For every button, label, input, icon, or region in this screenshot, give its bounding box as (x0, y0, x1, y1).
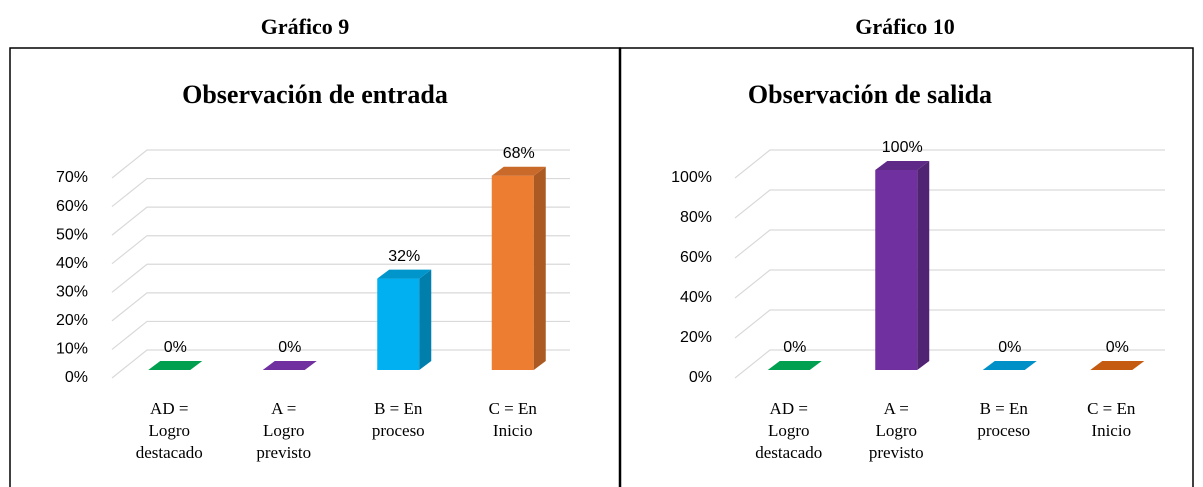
bar (377, 278, 420, 370)
data-label: 0% (164, 339, 187, 356)
grid-line (734, 149, 1165, 179)
bar-top (377, 269, 432, 279)
bar-top (148, 361, 203, 370)
grid-line (734, 309, 1165, 339)
bar (491, 175, 534, 370)
y-tick-label: 60% (680, 249, 712, 266)
y-tick-label: 100% (671, 169, 712, 186)
x-tick-label: AD = (770, 399, 808, 418)
y-tick-label: 0% (689, 369, 712, 386)
data-label: 0% (1106, 339, 1129, 356)
x-tick-label: C = En (1087, 399, 1136, 418)
bar-side (419, 269, 432, 370)
grid-line (111, 206, 570, 236)
bar-top (491, 166, 546, 176)
data-label: 0% (998, 339, 1021, 356)
y-tick-label: 10% (56, 341, 88, 358)
grid-line (734, 269, 1165, 299)
grid-line (111, 149, 570, 179)
bar (875, 170, 918, 370)
data-label: 32% (388, 248, 420, 265)
x-tick-label: Inicio (1091, 421, 1131, 440)
grid-line (111, 263, 570, 293)
y-tick-label: 0% (65, 369, 88, 386)
y-tick-label: 80% (680, 209, 712, 226)
x-tick-label: Logro (263, 421, 305, 440)
data-label: 100% (882, 139, 923, 156)
x-tick-label: destacado (136, 443, 203, 462)
x-tick-label: Inicio (493, 421, 533, 440)
x-tick-label: C = En (489, 399, 538, 418)
x-tick-label: Logro (768, 421, 810, 440)
bar-side (917, 161, 930, 370)
bar-top (1090, 361, 1145, 370)
grid-line (111, 177, 570, 208)
bar-top (262, 361, 317, 370)
chart-title: Observación de salida (748, 80, 992, 109)
y-tick-label: 40% (680, 289, 712, 306)
data-label: 68% (503, 145, 535, 162)
data-label: 0% (783, 339, 806, 356)
heading: Gráfico 10 (855, 14, 955, 39)
y-tick-label: 50% (56, 226, 88, 243)
x-tick-label: B = En (374, 399, 423, 418)
x-tick-label: previsto (869, 443, 924, 462)
bar-top (982, 361, 1037, 370)
x-tick-label: destacado (755, 443, 822, 462)
chart-title: Observación de entrada (182, 80, 448, 109)
bar-top (767, 361, 822, 370)
bar-top (875, 161, 930, 170)
y-tick-label: 70% (56, 169, 88, 186)
bar-side (533, 166, 546, 370)
heading: Gráfico 9 (261, 14, 350, 39)
x-tick-label: proceso (372, 421, 425, 440)
y-tick-label: 40% (56, 255, 88, 272)
x-tick-label: A = (271, 399, 296, 418)
y-tick-label: 30% (56, 284, 88, 301)
y-tick-label: 20% (680, 329, 712, 346)
x-tick-label: A = (884, 399, 909, 418)
x-tick-label: Logro (148, 421, 190, 440)
grid-line (734, 349, 1165, 379)
y-tick-label: 60% (56, 198, 88, 215)
data-label: 0% (278, 339, 301, 356)
x-tick-label: previsto (256, 443, 311, 462)
x-tick-label: proceso (977, 421, 1030, 440)
grid-line (111, 235, 570, 265)
x-tick-label: Logro (875, 421, 917, 440)
x-tick-label: B = En (980, 399, 1029, 418)
grid-line (734, 229, 1165, 259)
grid-line (734, 189, 1165, 219)
y-tick-label: 20% (56, 312, 88, 329)
x-tick-label: AD = (150, 399, 188, 418)
